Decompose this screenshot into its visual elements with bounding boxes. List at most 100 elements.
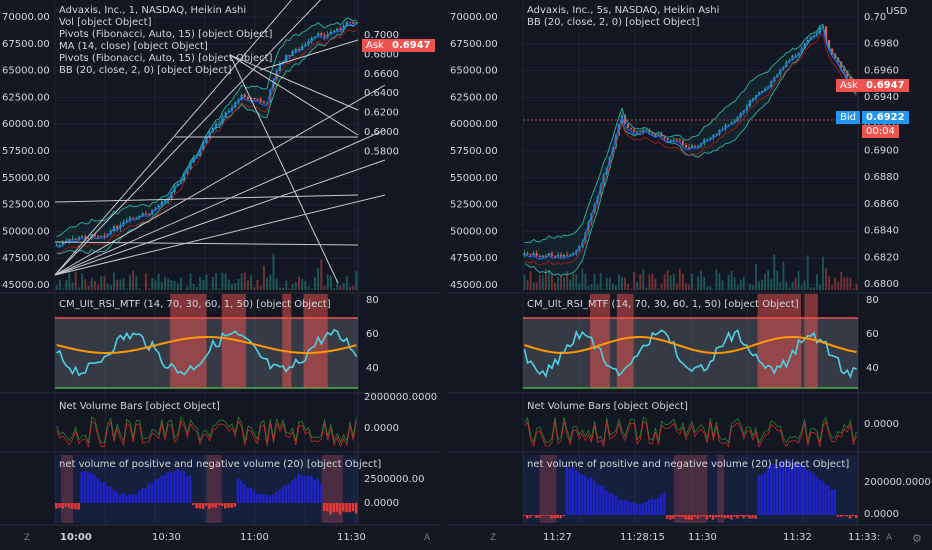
nv-bar [121, 493, 125, 503]
candle-body [627, 124, 630, 128]
volume-bar [819, 284, 821, 290]
rsi-line [523, 328, 857, 379]
nv-bar [541, 515, 544, 516]
volume-bar [180, 277, 182, 290]
nv-bar [259, 493, 262, 503]
nv-bar [214, 503, 218, 508]
nv-bar [61, 503, 64, 509]
nv-bar [313, 479, 316, 503]
nv-bar [163, 475, 166, 503]
volume-bar [791, 281, 794, 290]
currency-label[interactable]: USD [886, 6, 908, 17]
candle-body [61, 242, 65, 245]
nv-bar [115, 491, 119, 503]
moving-average-line [56, 23, 357, 248]
right-zoom-button[interactable]: Z [490, 533, 497, 543]
rsi-band-fill [523, 318, 858, 388]
candle-body [614, 135, 617, 148]
net-volume-line [524, 420, 857, 449]
volume-bar [189, 273, 192, 290]
left-legend-line[interactable]: MA (14, close) [object Object] [59, 41, 208, 52]
candle-body [538, 255, 541, 258]
nv-bar [351, 503, 355, 512]
candle-body [128, 217, 132, 221]
nv-bar [532, 515, 535, 516]
right-chart-panel[interactable]: 70000.00 67500.00 65000.00 62500.00 60000.00… [448, 0, 932, 550]
nv-bar [224, 503, 227, 509]
nv-bar [55, 503, 58, 509]
right-legend-line[interactable]: Advaxis, Inc., 5s, NASDAQ, Heikin Ashi [527, 5, 720, 16]
left-zoom-button[interactable]: Z [24, 533, 31, 543]
nv-bar [596, 484, 599, 515]
volume-bar [352, 285, 355, 290]
right-chart-canvas[interactable]: 70000.00 67500.00 65000.00 62500.00 60000.00… [448, 0, 932, 550]
left-legend-line[interactable]: BB (20, close, 2, 0) [object Object] [59, 65, 232, 76]
candle-body [590, 213, 593, 223]
candle-body [154, 208, 157, 210]
bollinger-fill [524, 24, 857, 276]
pivot-fan-line [229, 54, 339, 284]
left-legend-line[interactable]: Vol [object Object] [59, 17, 152, 28]
nv-bar [128, 494, 131, 503]
volume-bar [703, 276, 706, 290]
candle-body [639, 131, 642, 133]
left-axis-label: 65000.00 [450, 66, 498, 77]
volume-bar [336, 280, 339, 290]
nv-bar [287, 483, 291, 503]
nv-bar [157, 478, 160, 503]
volume-bar [691, 273, 693, 290]
volume-bar [298, 276, 300, 290]
candle-body [620, 115, 624, 125]
volume-bar [195, 287, 198, 290]
settings-gear-icon[interactable]: ⚙ [912, 532, 922, 545]
volume-bar [345, 276, 348, 290]
candle-body [269, 89, 272, 103]
nv-bar [583, 475, 587, 515]
candle-body [828, 39, 831, 49]
candle-body [788, 60, 791, 62]
left-legend-line[interactable]: Advaxis, Inc., 1, NASDAQ, Heikin Ashi [59, 5, 247, 16]
candle-body [336, 28, 339, 31]
nv-bar [733, 515, 736, 517]
candle-body [93, 234, 96, 237]
nv-bar [176, 469, 179, 503]
volume-bar [812, 287, 815, 290]
nv-bar [571, 467, 575, 515]
volume-bar [240, 273, 243, 290]
nv-bar [147, 483, 151, 503]
volume-bar [630, 288, 633, 290]
nv-bar [678, 515, 681, 517]
nv-bar [577, 472, 581, 515]
nv-bar [125, 495, 128, 503]
candle-body [103, 235, 106, 237]
candle-body [183, 173, 186, 182]
left-legend-line[interactable]: Pivots (Fibonacci, Auto, 15) [object Obj… [59, 29, 273, 40]
nv-bar [141, 488, 144, 503]
nv-bar [794, 462, 797, 515]
bollinger-upper [524, 24, 857, 244]
candle-body [657, 133, 660, 136]
nv-bar [702, 515, 706, 517]
left-legend-line[interactable]: Pivots (Fibonacci, Auto, 15) [object Obj… [59, 53, 273, 64]
volume-bar [688, 284, 690, 290]
nv-bar [134, 494, 138, 503]
nv-bar [185, 476, 189, 503]
left-chart-panel[interactable]: 70000.00 67500.00 65000.00 62500.00 60000.00… [0, 0, 440, 550]
nv-bar [102, 481, 106, 503]
nv-bar [845, 515, 849, 517]
volume-bar [119, 279, 122, 290]
pivot-fan-line [259, 39, 359, 71]
left-chart-canvas[interactable]: 70000.00 67500.00 65000.00 62500.00 60000.00… [0, 0, 440, 550]
volume-bar [639, 273, 642, 290]
left-auto-scale-button[interactable]: A [424, 533, 431, 543]
volume-bar [654, 278, 657, 290]
volume-bar [764, 273, 767, 290]
candle-body [55, 244, 58, 246]
volume-bar [84, 279, 87, 290]
right-legend-line[interactable]: BB (20, close, 2, 0) [object Object] [527, 17, 700, 28]
volume-bar [593, 273, 596, 290]
nv-bar [818, 479, 821, 515]
right-auto-scale-button[interactable]: A [886, 533, 893, 543]
volume-bar [333, 288, 336, 290]
time-axis-label: 11:33: [848, 532, 880, 543]
